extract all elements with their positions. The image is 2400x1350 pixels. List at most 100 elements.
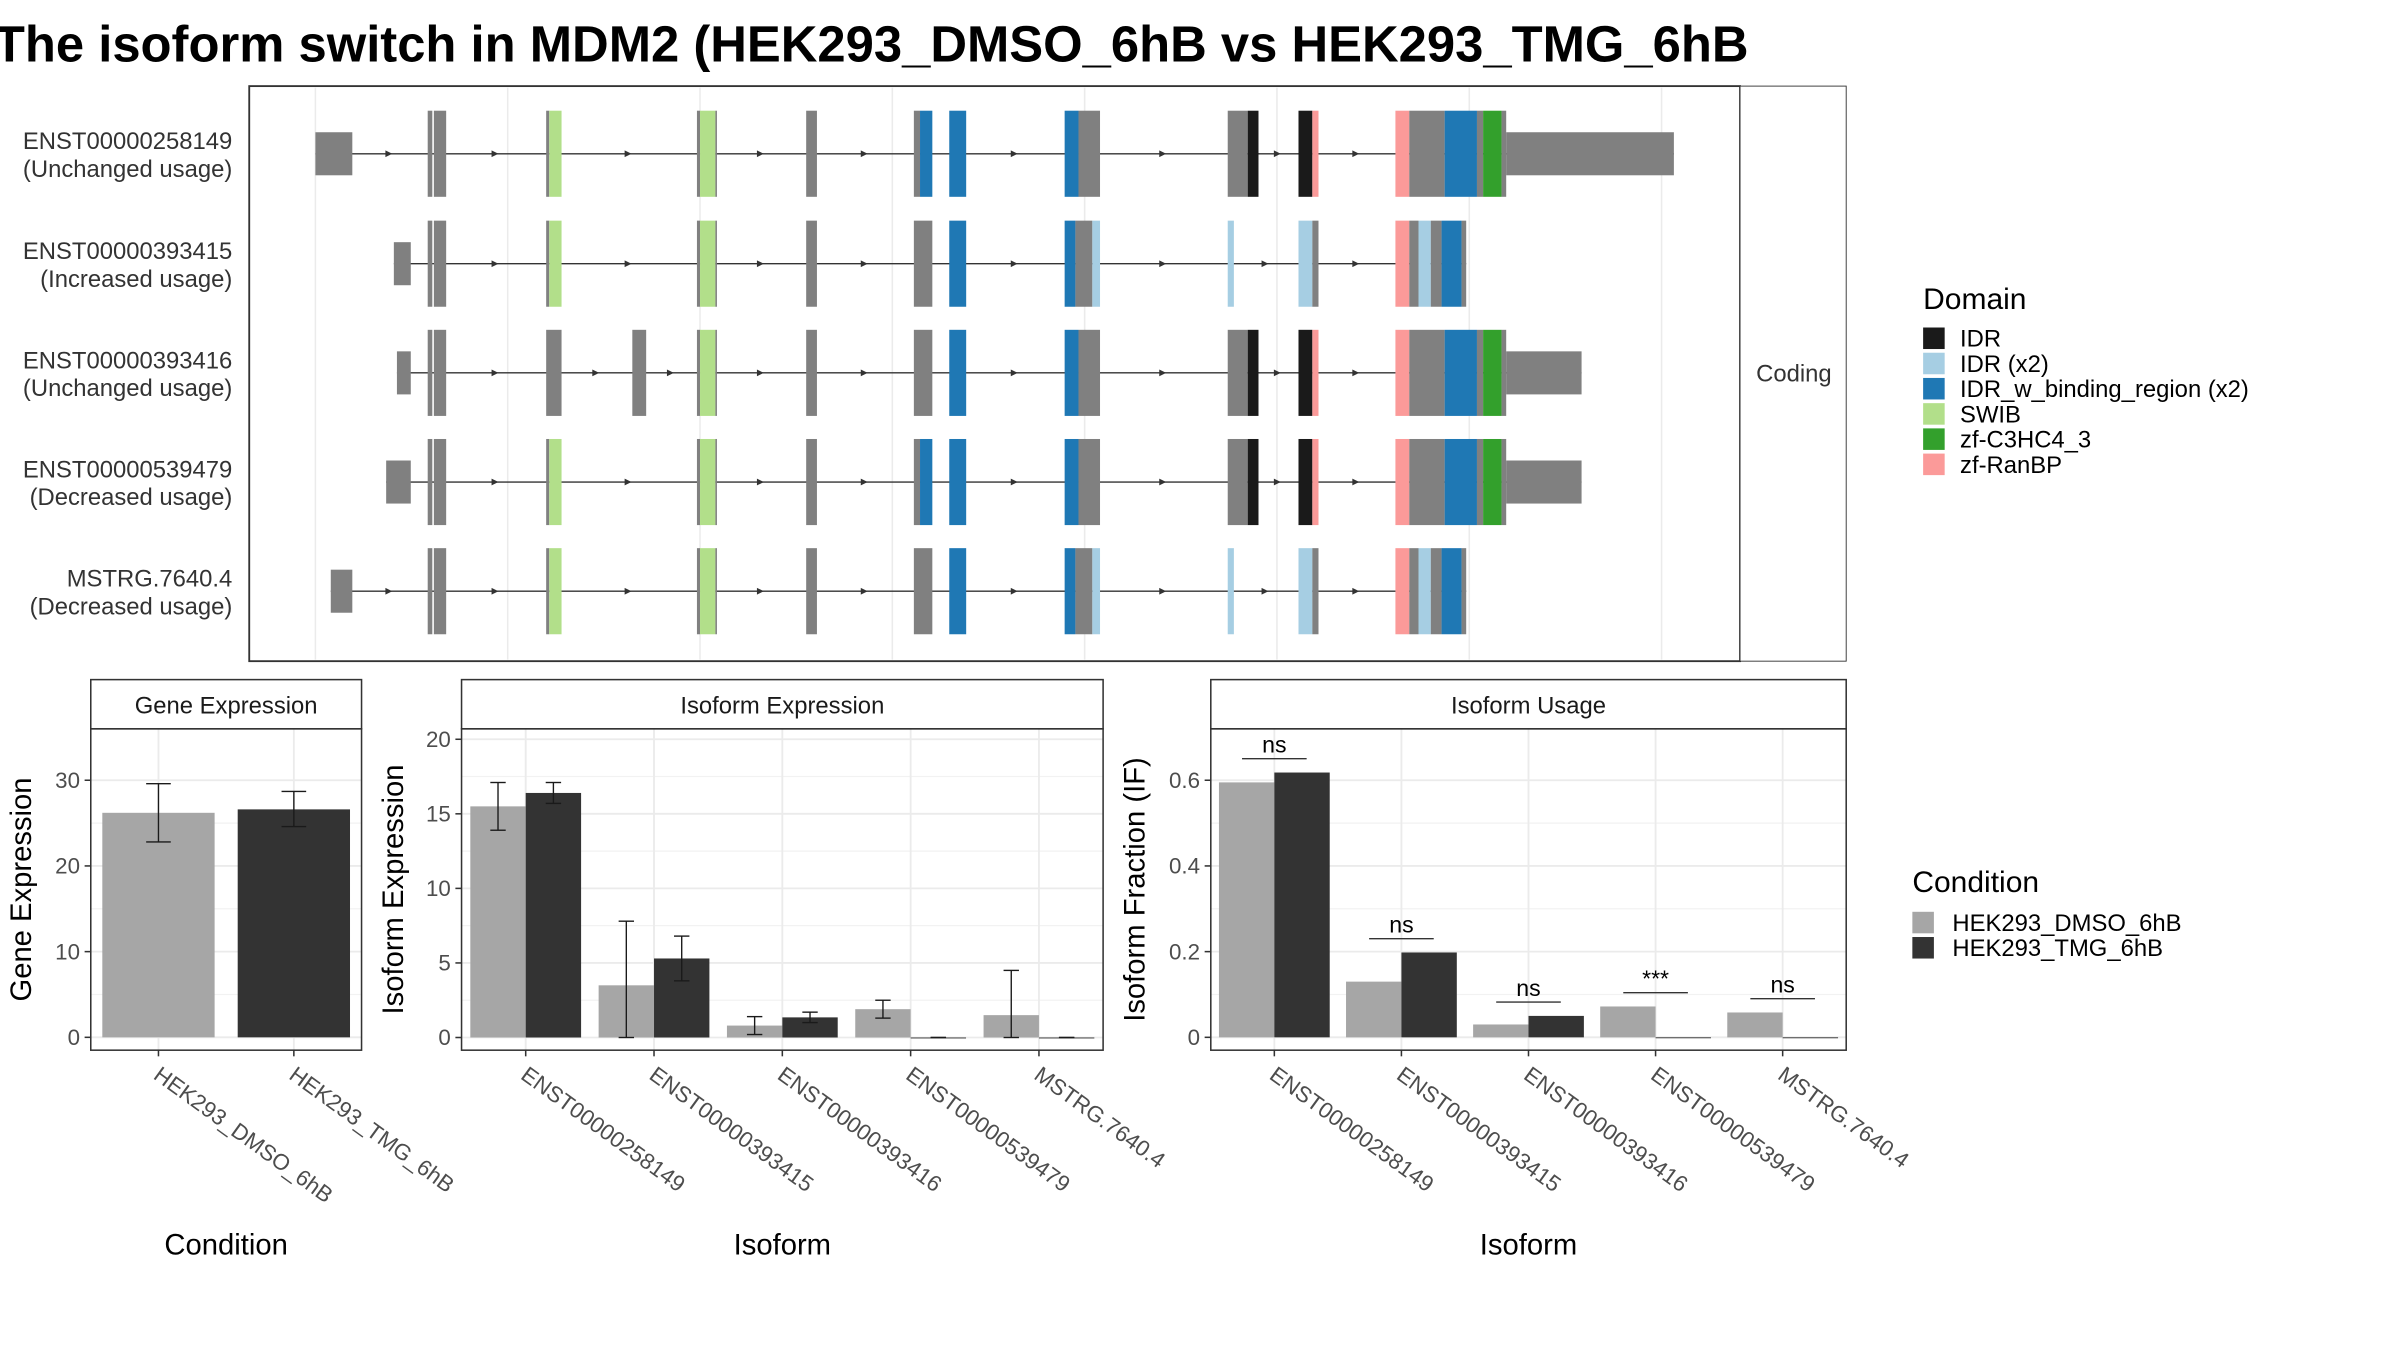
domain-legend-key-3 [1923,403,1945,425]
panel-iso-ytick-label-3: 15 [426,802,451,827]
exon-2-3 [546,329,562,416]
exon-3-24 [1506,460,1582,504]
strand-arrow-3-7 [756,478,764,486]
panel-iso-ytick-label-1: 5 [438,951,450,976]
strand-arrow-1-4 [624,260,632,268]
strand-arrow-1-7 [756,260,764,268]
panel-iso-ytick-label-4: 20 [426,727,451,752]
strand-arrow-4-16 [1352,587,1360,595]
exon-2-20 [1476,329,1484,416]
exon-0-5 [696,110,701,197]
exon-1-10 [949,220,967,307]
strand-arrow-1-2 [491,260,499,268]
panel-usage-bar-1-1 [1401,952,1457,1038]
exon-4-2 [433,548,447,635]
exon-4-5 [696,548,701,635]
exon-1-18 [1409,220,1419,307]
exon-4-18 [1409,548,1419,635]
exon-1-22 [1461,220,1467,307]
condition-legend-title: Condition [1912,866,2039,899]
panel-usage-ytick-label-1: 0.2 [1169,939,1200,964]
exon-2-18 [1409,329,1445,416]
domain-legend-label-2: IDR_w_binding_region (x2) [1960,376,2249,403]
domain-legend-label-5: zf-RanBP [1960,452,2062,479]
exon-3-16 [1298,438,1313,526]
exon-4-8 [806,548,817,635]
exon-4-15 [1298,548,1313,635]
exon-4-20 [1430,548,1442,635]
exon-2-8 [806,329,817,416]
strand-arrow-1-14 [1261,260,1269,268]
exon-1-6 [700,220,716,307]
strand-arrow-0-7 [756,150,764,158]
exon-3-1 [427,438,433,526]
panel-gene-ytick-label-1: 10 [55,939,80,964]
strand-arrow-0-4 [624,150,632,158]
panel-usage-bar-0-3 [1600,1006,1656,1038]
exon-4-13 [1092,548,1101,635]
exon-3-8 [806,438,817,526]
panel-gene-strip-title: Gene Expression [135,692,318,719]
exon-0-7 [715,110,717,197]
panel-gene-ytick-label-3: 30 [55,768,80,793]
exon-1-5 [696,220,701,307]
exon-0-23 [1501,110,1507,197]
exon-3-20 [1444,438,1477,526]
panel-usage-strip-title: Isoform Usage [1451,692,1606,719]
exon-2-11 [1064,329,1079,416]
strand-arrow-1-8 [860,260,868,268]
domain-legend-key-1 [1923,352,1945,375]
transcript-structure-panel: Coding ENST00000258149(Unchanged usage)E… [23,85,1847,663]
exon-1-12 [1075,220,1093,307]
exon-3-18 [1395,438,1410,526]
exon-4-22 [1461,548,1467,635]
transcript-usage-0: (Unchanged usage) [23,156,232,183]
panel-usage-sig-label-2: ns [1516,975,1540,1001]
exon-4-7 [715,548,717,635]
exon-2-21 [1483,329,1502,416]
exon-2-15 [1298,329,1313,416]
transcript-row-2 [396,329,1582,416]
exon-2-0 [396,351,411,395]
panel-usage-xlabel: Isoform [1480,1230,1577,1262]
panel-iso-ylabel: Isoform Expression [378,764,410,1014]
exon-3-10 [920,438,933,526]
strand-arrow-3-15 [1273,478,1281,486]
strand-arrow-3-17 [1352,478,1360,486]
exon-0-13 [1078,110,1101,197]
transcript-id-2: ENST00000393416 [23,347,232,374]
strand-arrow-0-13 [1159,150,1167,158]
exon-0-8 [806,110,817,197]
exon-0-3 [546,110,550,197]
panel-usage-bar-1-0 [1274,772,1330,1038]
exon-2-17 [1395,329,1410,416]
exon-1-0 [393,242,411,286]
panel-usage-sig-label-0: ns [1262,732,1286,758]
coding-strip-label: Coding [1756,360,1832,387]
exon-1-16 [1312,220,1319,307]
panel-gene-strip [90,678,363,730]
exon-4-1 [427,548,433,635]
exon-1-19 [1418,220,1431,307]
transcript-id-4: MSTRG.7640.4 [67,566,233,593]
exon-1-3 [546,220,550,307]
coding-strip [1739,85,1847,662]
panel-iso-xlabel: Isoform [734,1230,831,1262]
exon-4-17 [1395,548,1410,635]
exon-2-4 [632,329,647,416]
panel-usage-ytick-label-2: 0.4 [1169,854,1200,879]
domain-legend-label-4: zf-C3HC4_3 [1960,427,2091,454]
panel-usage-bar-0-2 [1473,1024,1529,1038]
exon-4-3 [546,548,550,635]
exon-2-7 [715,329,717,416]
strand-arrow-1-13 [1159,260,1167,268]
strand-arrow-4-14 [1261,587,1269,595]
strand-arrow-2-8 [860,369,868,377]
exon-2-22 [1501,329,1507,416]
exon-4-10 [949,548,967,635]
exon-3-14 [1227,438,1248,526]
strand-arrow-4-0 [385,587,393,595]
exon-2-10 [949,329,967,416]
exon-2-13 [1227,329,1248,416]
strand-arrow-0-2 [491,150,499,158]
